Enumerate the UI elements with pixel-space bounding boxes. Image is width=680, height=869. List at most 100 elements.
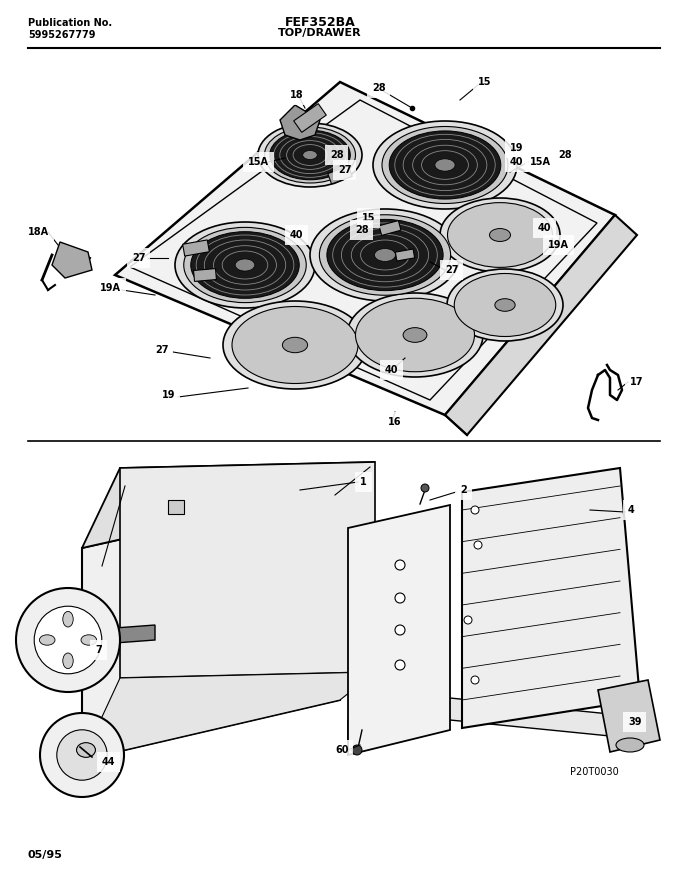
Text: 18A: 18A — [28, 227, 49, 237]
Polygon shape — [120, 462, 375, 678]
Ellipse shape — [327, 219, 443, 290]
Text: P20T0030: P20T0030 — [570, 767, 619, 777]
Polygon shape — [348, 698, 650, 742]
Text: 40: 40 — [538, 223, 551, 233]
Text: 15: 15 — [362, 213, 375, 223]
Ellipse shape — [235, 259, 255, 271]
Circle shape — [395, 660, 405, 670]
Bar — [194, 269, 216, 282]
Ellipse shape — [39, 634, 55, 645]
Ellipse shape — [447, 269, 563, 341]
Circle shape — [16, 588, 120, 692]
Text: 05/95: 05/95 — [28, 850, 63, 860]
Ellipse shape — [232, 307, 358, 383]
Text: 5995267779: 5995267779 — [28, 30, 95, 40]
Ellipse shape — [223, 301, 367, 389]
Ellipse shape — [81, 634, 97, 645]
Text: Publication No.: Publication No. — [28, 18, 112, 28]
Bar — [395, 249, 415, 261]
Polygon shape — [280, 105, 320, 140]
Ellipse shape — [347, 293, 483, 377]
Text: 28: 28 — [355, 225, 369, 235]
Ellipse shape — [270, 130, 350, 180]
Ellipse shape — [303, 150, 318, 160]
Ellipse shape — [175, 222, 315, 308]
Text: 1: 1 — [360, 477, 367, 487]
Ellipse shape — [490, 229, 511, 242]
Ellipse shape — [389, 131, 500, 199]
Polygon shape — [462, 468, 640, 728]
Text: 40: 40 — [290, 230, 303, 240]
Text: 44: 44 — [102, 757, 116, 767]
Polygon shape — [88, 625, 155, 645]
Ellipse shape — [440, 198, 560, 272]
Text: 27: 27 — [445, 265, 458, 275]
Text: 19: 19 — [162, 390, 175, 400]
Bar — [328, 166, 352, 184]
Ellipse shape — [382, 127, 508, 203]
Polygon shape — [445, 215, 637, 435]
Text: 18: 18 — [290, 90, 304, 100]
Text: 40: 40 — [510, 157, 524, 167]
Ellipse shape — [447, 202, 552, 268]
Polygon shape — [82, 490, 340, 760]
Text: 40: 40 — [385, 365, 398, 375]
Text: 7: 7 — [95, 645, 102, 655]
Text: 15A: 15A — [530, 157, 551, 167]
Text: 19: 19 — [510, 143, 524, 153]
Ellipse shape — [375, 249, 396, 262]
Circle shape — [421, 484, 429, 492]
Ellipse shape — [184, 228, 306, 302]
Circle shape — [464, 616, 472, 624]
Polygon shape — [82, 672, 375, 760]
Ellipse shape — [63, 612, 73, 627]
Circle shape — [395, 625, 405, 635]
Polygon shape — [115, 82, 615, 415]
Ellipse shape — [373, 121, 517, 209]
Text: TOP/DRAWER: TOP/DRAWER — [278, 28, 362, 38]
Circle shape — [57, 730, 107, 780]
Text: 27: 27 — [132, 253, 146, 263]
Ellipse shape — [435, 159, 455, 171]
Ellipse shape — [265, 127, 356, 183]
Ellipse shape — [191, 232, 299, 298]
Ellipse shape — [495, 299, 515, 311]
Text: 28: 28 — [558, 150, 572, 160]
Text: 60: 60 — [335, 745, 348, 755]
Circle shape — [474, 541, 482, 549]
Text: 15: 15 — [478, 77, 492, 87]
Ellipse shape — [356, 298, 475, 372]
Circle shape — [471, 676, 479, 684]
Ellipse shape — [258, 123, 362, 187]
Ellipse shape — [403, 328, 427, 342]
Polygon shape — [348, 505, 450, 755]
Circle shape — [40, 713, 124, 797]
Ellipse shape — [454, 274, 556, 336]
Polygon shape — [52, 242, 92, 278]
Text: 4: 4 — [628, 505, 634, 515]
Ellipse shape — [310, 209, 460, 301]
Text: FEF352BA: FEF352BA — [285, 16, 356, 29]
Circle shape — [352, 745, 362, 755]
Bar — [294, 103, 326, 132]
Text: 19A: 19A — [548, 240, 569, 250]
Ellipse shape — [77, 743, 95, 758]
Bar — [183, 240, 209, 256]
Circle shape — [395, 560, 405, 570]
Circle shape — [395, 593, 405, 603]
Ellipse shape — [63, 653, 73, 668]
Text: 39: 39 — [628, 717, 641, 727]
Ellipse shape — [616, 738, 644, 752]
Text: 17: 17 — [630, 377, 643, 387]
Text: 15A: 15A — [248, 157, 269, 167]
Ellipse shape — [320, 215, 451, 295]
Polygon shape — [82, 462, 375, 548]
Circle shape — [34, 607, 102, 673]
Polygon shape — [598, 680, 660, 752]
Text: 27: 27 — [155, 345, 169, 355]
Circle shape — [471, 506, 479, 514]
Bar — [379, 221, 401, 235]
Bar — [168, 500, 184, 514]
Ellipse shape — [282, 337, 307, 353]
Text: 28: 28 — [330, 150, 343, 160]
